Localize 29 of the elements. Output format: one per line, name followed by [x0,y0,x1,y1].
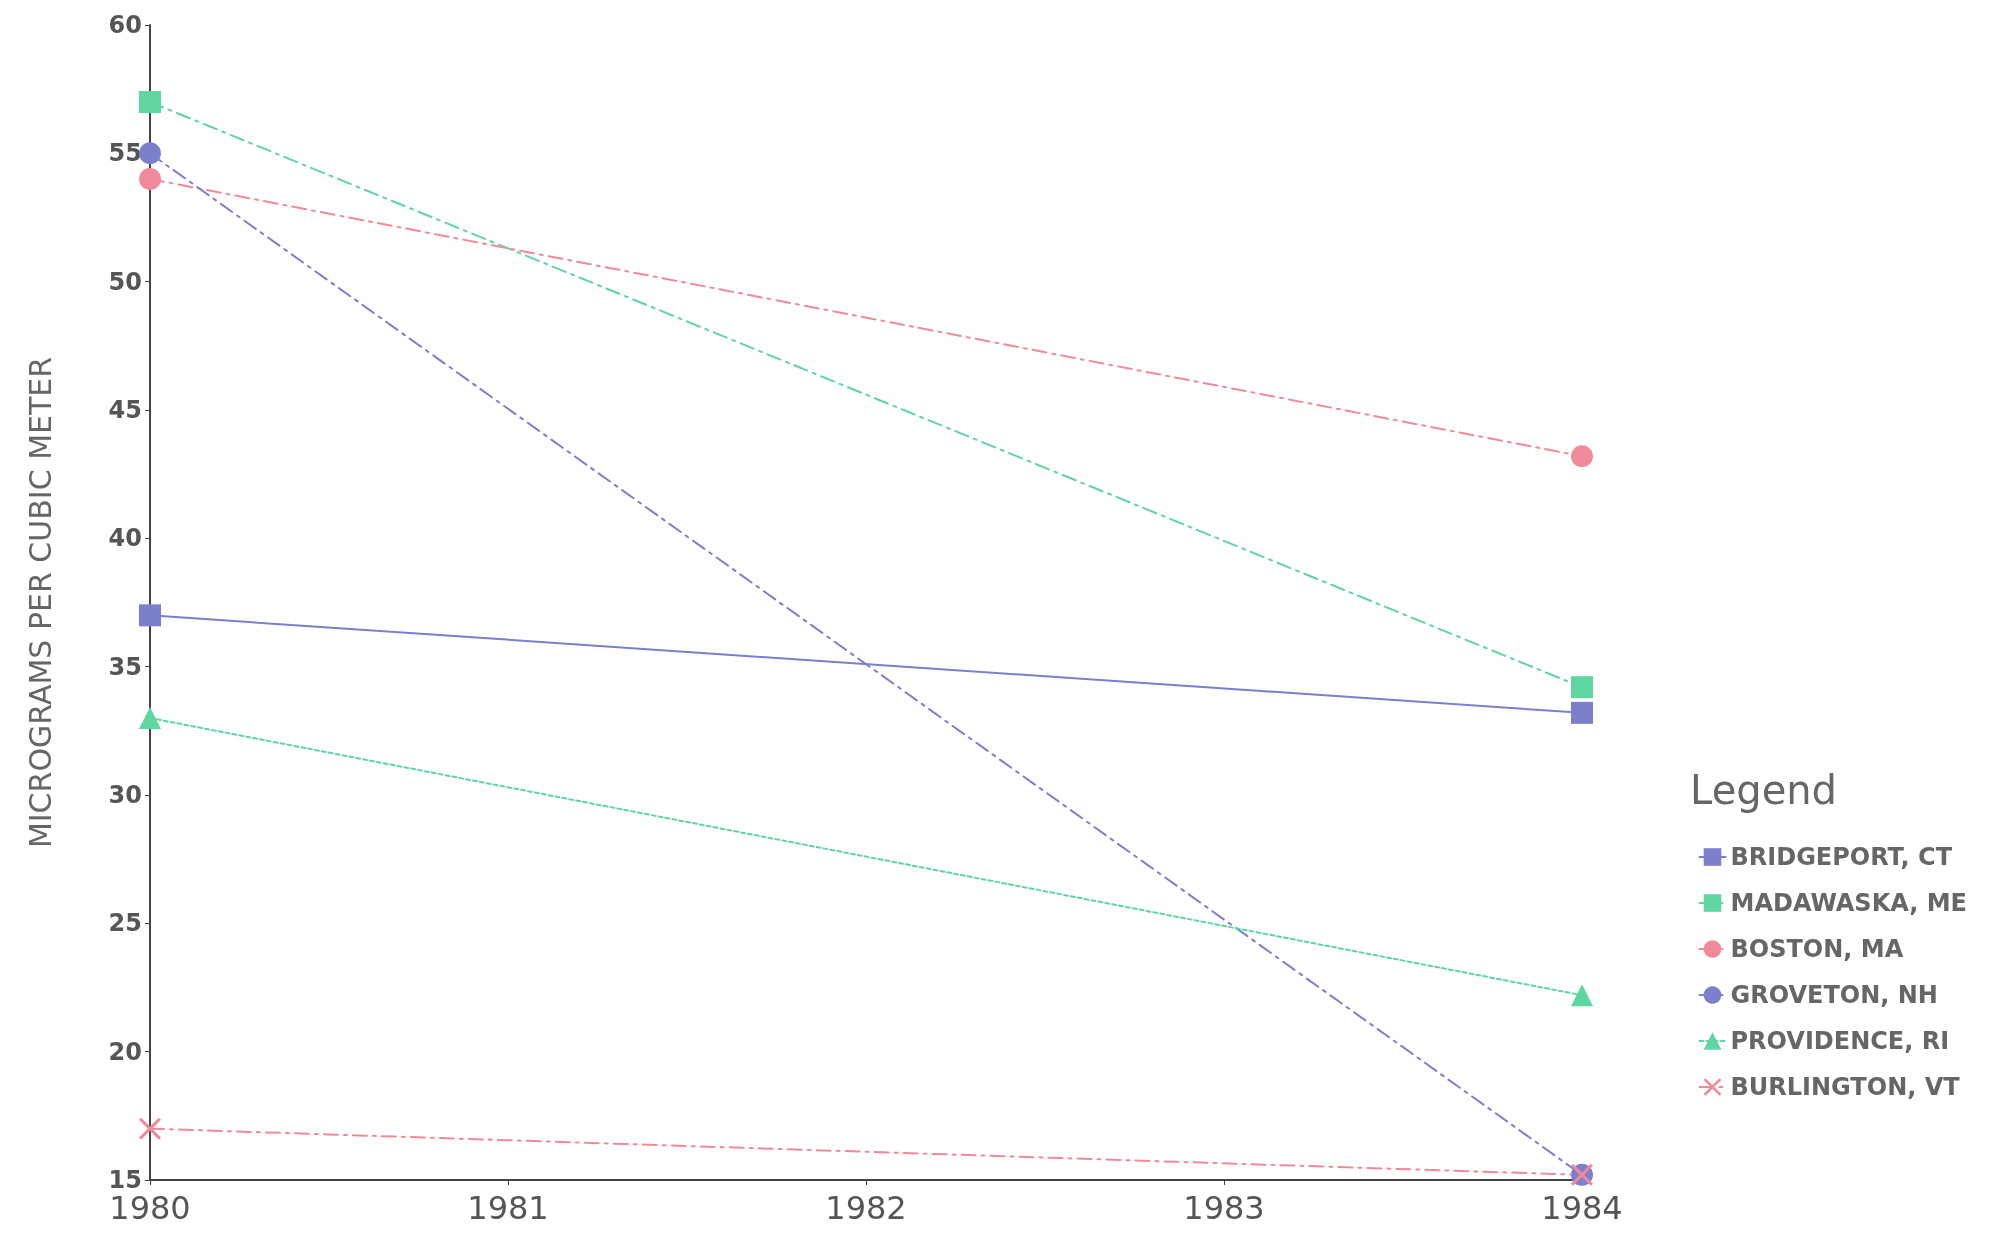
y-tick-label: 55 [108,139,142,168]
legend-label: GROVETON, NH [1730,981,1938,1009]
y-tick-label: 25 [108,909,142,938]
point [139,1117,161,1140]
x-tick-label: 1984 [1541,1189,1623,1227]
y-tick-label: 40 [108,524,142,553]
x-tick-label: 1981 [467,1189,549,1227]
y-tick-label: 20 [108,1037,142,1066]
y-tick-label: 50 [108,267,142,296]
y-tick-label: 45 [108,396,142,424]
legend-label: BOSTON, MA [1730,935,1904,963]
point [139,91,161,113]
point [139,142,161,165]
y-axis-title: MICROGRAMS PER CUBIC METER [22,356,58,849]
point [139,604,161,627]
point [1571,676,1593,699]
legend-label: PROVIDENCE, RI [1730,1027,1950,1055]
legend-label: BURLINGTON, VT [1730,1073,1961,1101]
legend-label: MADAWASKA, ME [1730,889,1967,917]
point [1571,701,1593,724]
y-tick-label: 30 [108,781,142,809]
y-tick-label: 35 [108,652,142,681]
legend-title: Legend [1690,767,1837,813]
legend-label: BRIDGEPORT, CT [1730,843,1953,871]
y-tick-label: 60 [108,11,142,39]
point [139,168,161,190]
x-tick-label: 1983 [1183,1189,1265,1227]
point [1571,445,1593,468]
x-tick-label: 1982 [825,1189,907,1227]
